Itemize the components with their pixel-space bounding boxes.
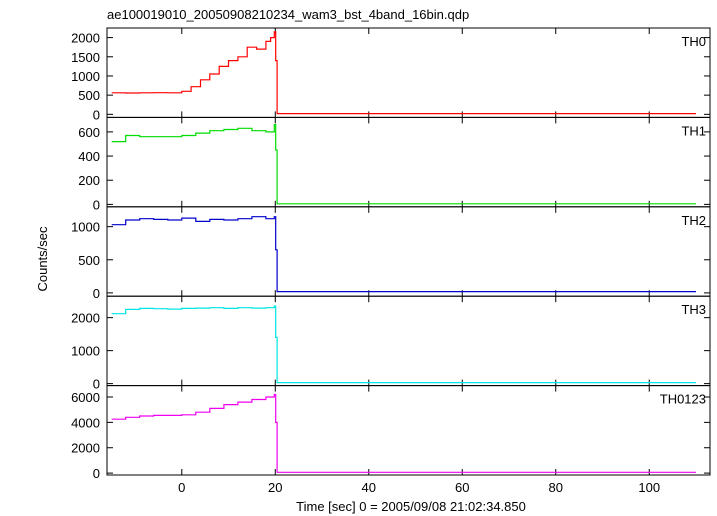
panel-frame: [106, 385, 711, 476]
y-tick-label: 2000: [71, 441, 100, 456]
x-tick-label: 0: [178, 480, 185, 495]
series-line-th1: [111, 124, 696, 205]
series-label: TH1: [681, 123, 706, 138]
series-line-th2: [111, 216, 696, 293]
x-tick-label: 60: [455, 480, 469, 495]
series-line-th3: [111, 305, 696, 384]
panel-th0: 0 500 1000 1500 2000 TH0: [71, 27, 711, 122]
series-line-th0: [111, 31, 696, 115]
panel-th1: 0 200 400 600 TH1: [78, 116, 711, 212]
series-label: TH3: [681, 302, 706, 317]
y-tick-label: 0: [93, 286, 100, 301]
y-tick-label: 500: [78, 253, 100, 268]
x-tick-label: 80: [549, 480, 563, 495]
x-tick-label: 40: [362, 480, 376, 495]
series-label: TH0123: [660, 392, 706, 407]
y-tick-label: 500: [78, 88, 100, 103]
panel-frame: [106, 116, 711, 208]
x-axis-label: Time [sec] 0 = 2005/09/08 21:02:34.850: [296, 499, 526, 514]
y-tick-label: 1000: [71, 220, 100, 235]
y-tick-label: 2000: [71, 31, 100, 46]
y-tick-label: 0: [93, 466, 100, 481]
series-line-th0123: [111, 393, 696, 473]
x-tick-label: 100: [638, 480, 660, 495]
y-axis-label: Counts/sec: [35, 226, 50, 292]
panel-th0123: 0 2000 4000 6000 TH0123: [71, 385, 711, 481]
y-tick-label: 0: [93, 107, 100, 122]
y-tick-label: 2000: [71, 311, 100, 326]
y-tick-label: 200: [78, 173, 100, 188]
y-tick-label: 600: [78, 125, 100, 140]
panel-th2: 0 500 1000 TH2: [71, 206, 711, 301]
y-tick-label: 400: [78, 149, 100, 164]
chart-title: ae100019010_20050908210234_wam3_bst_4ban…: [107, 7, 469, 22]
y-tick-label: 0: [93, 377, 100, 392]
series-label: TH0: [681, 34, 706, 49]
y-tick-label: 6000: [71, 390, 100, 405]
y-tick-label: 1500: [71, 50, 100, 65]
panel-frame: [106, 295, 711, 387]
y-tick-label: 1000: [71, 344, 100, 359]
y-tick-label: 1000: [71, 69, 100, 84]
y-tick-label: 4000: [71, 415, 100, 430]
x-tick-label: 20: [268, 480, 282, 495]
y-tick-label: 0: [93, 197, 100, 212]
panel-frame: [106, 27, 711, 118]
panel-frame: [106, 206, 711, 297]
series-label: TH2: [681, 213, 706, 228]
panel-th3: 0 1000 2000 TH3: [71, 295, 711, 392]
